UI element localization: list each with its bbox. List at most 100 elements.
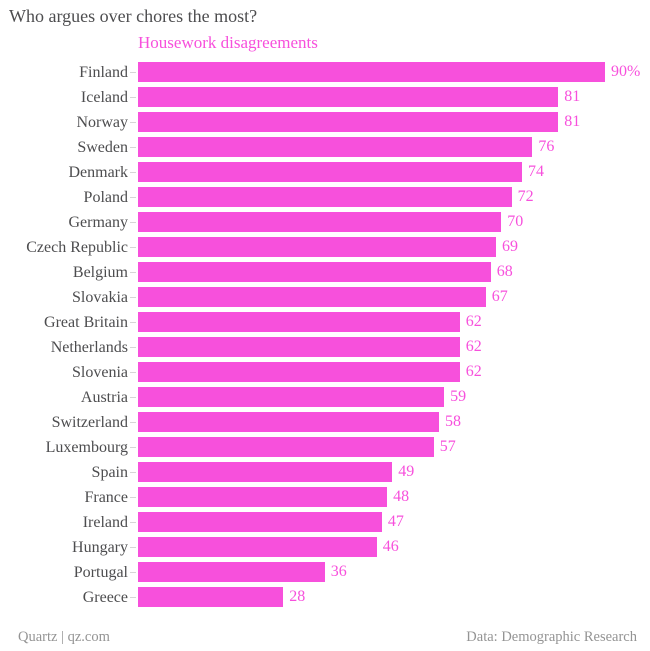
axis-tick (130, 447, 136, 448)
series-legend-label: Housework disagreements (138, 33, 318, 52)
chart-row: Slovakia 67 (0, 285, 650, 310)
value-label: 58 (445, 413, 461, 430)
category-label: Norway (76, 114, 128, 131)
bar (138, 487, 388, 507)
bar (138, 337, 460, 357)
category-label: Slovenia (72, 364, 128, 381)
value-label: 47 (387, 513, 404, 530)
axis-tick (130, 247, 136, 248)
axis-tick (130, 222, 136, 223)
value-label: 28 (289, 588, 306, 605)
chart-row: Spain 49 (0, 460, 650, 485)
category-label: Switzerland (51, 414, 128, 431)
value-label: 68 (496, 263, 513, 280)
chart-row: Belgium 68 (0, 260, 650, 285)
chart-row: Switzerland 58 (0, 410, 650, 435)
bar (138, 512, 382, 532)
value-label: 81 (564, 113, 581, 130)
chart-row: Iceland 81 (0, 85, 650, 110)
axis-tick (130, 422, 136, 423)
axis-tick (130, 397, 136, 398)
bar (138, 562, 325, 582)
value-label: 69 (502, 238, 518, 255)
category-label: Netherlands (50, 339, 128, 356)
value-label: 74 (528, 163, 544, 180)
value-label: 62 (465, 338, 482, 355)
bar (138, 112, 559, 132)
chart-row: France 48 (0, 485, 650, 510)
chart-title: Who argues over chores the most? (9, 6, 258, 26)
axis-tick (130, 322, 136, 323)
value-label: 48 (393, 488, 410, 505)
bar (138, 437, 434, 457)
bar (138, 537, 377, 557)
category-label: Austria (80, 389, 128, 406)
category-label: Germany (68, 214, 128, 231)
value-label: 59 (450, 388, 467, 405)
chart-row: Great Britain 62 (0, 310, 650, 335)
axis-tick (130, 72, 136, 73)
axis-tick (130, 272, 136, 273)
category-label: Czech Republic (26, 239, 128, 256)
source-attribution-left: Quartz | qz.com (18, 629, 110, 645)
chart-row: Greece 28 (0, 585, 650, 610)
bar (138, 137, 533, 157)
axis-tick (130, 197, 136, 198)
bar (138, 462, 393, 482)
value-label: 57 (439, 438, 456, 455)
chart-row: Portugal 36 (0, 560, 650, 585)
category-label: Poland (83, 189, 128, 206)
category-label: Ireland (82, 514, 128, 531)
category-label: Belgium (72, 264, 128, 281)
value-label: 81 (564, 88, 581, 105)
value-label: 62 (465, 363, 482, 380)
bar (138, 187, 512, 207)
value-label: 46 (382, 538, 399, 555)
category-label: Luxembourg (45, 439, 128, 456)
source-attribution-right: Data: Demographic Research (466, 629, 637, 645)
value-label: 62 (465, 313, 482, 330)
bar (138, 312, 460, 332)
axis-tick (130, 522, 136, 523)
chart-row: Ireland 47 (0, 510, 650, 535)
chart-row: Luxembourg 57 (0, 435, 650, 460)
bar (138, 162, 522, 182)
axis-tick (130, 97, 136, 98)
category-label: Iceland (80, 89, 128, 106)
chart-row: Austria 59 (0, 385, 650, 410)
category-label: Hungary (72, 539, 128, 556)
category-label: Spain (91, 464, 128, 481)
chart-row: Denmark 74 (0, 160, 650, 185)
bar (138, 387, 445, 407)
value-label: 49 (398, 463, 415, 480)
chart-row: Sweden 76 (0, 135, 650, 160)
category-label: Greece (82, 589, 128, 606)
value-label: 36 (330, 563, 347, 580)
category-label: Finland (79, 64, 128, 81)
axis-tick (130, 297, 136, 298)
category-label: Denmark (68, 164, 128, 181)
axis-tick (130, 572, 136, 573)
value-label: 72 (517, 188, 534, 205)
axis-tick (130, 122, 136, 123)
axis-tick (130, 597, 136, 598)
category-label: Portugal (73, 564, 128, 581)
axis-tick (130, 547, 136, 548)
chart-row: Norway 81 (0, 110, 650, 135)
chart-row: Poland 72 (0, 185, 650, 210)
axis-tick (130, 172, 136, 173)
bar (138, 212, 502, 232)
bar (138, 362, 460, 382)
category-label: France (84, 489, 128, 506)
value-label: 90% (611, 63, 641, 80)
category-label: Slovakia (72, 289, 128, 306)
chart-row: Netherlands 62 (0, 335, 650, 360)
bar (138, 87, 559, 107)
axis-tick (130, 472, 136, 473)
bar (138, 237, 496, 257)
bar (138, 287, 486, 307)
value-label: 70 (507, 213, 524, 230)
category-label: Great Britain (44, 314, 128, 331)
axis-tick (130, 147, 136, 148)
